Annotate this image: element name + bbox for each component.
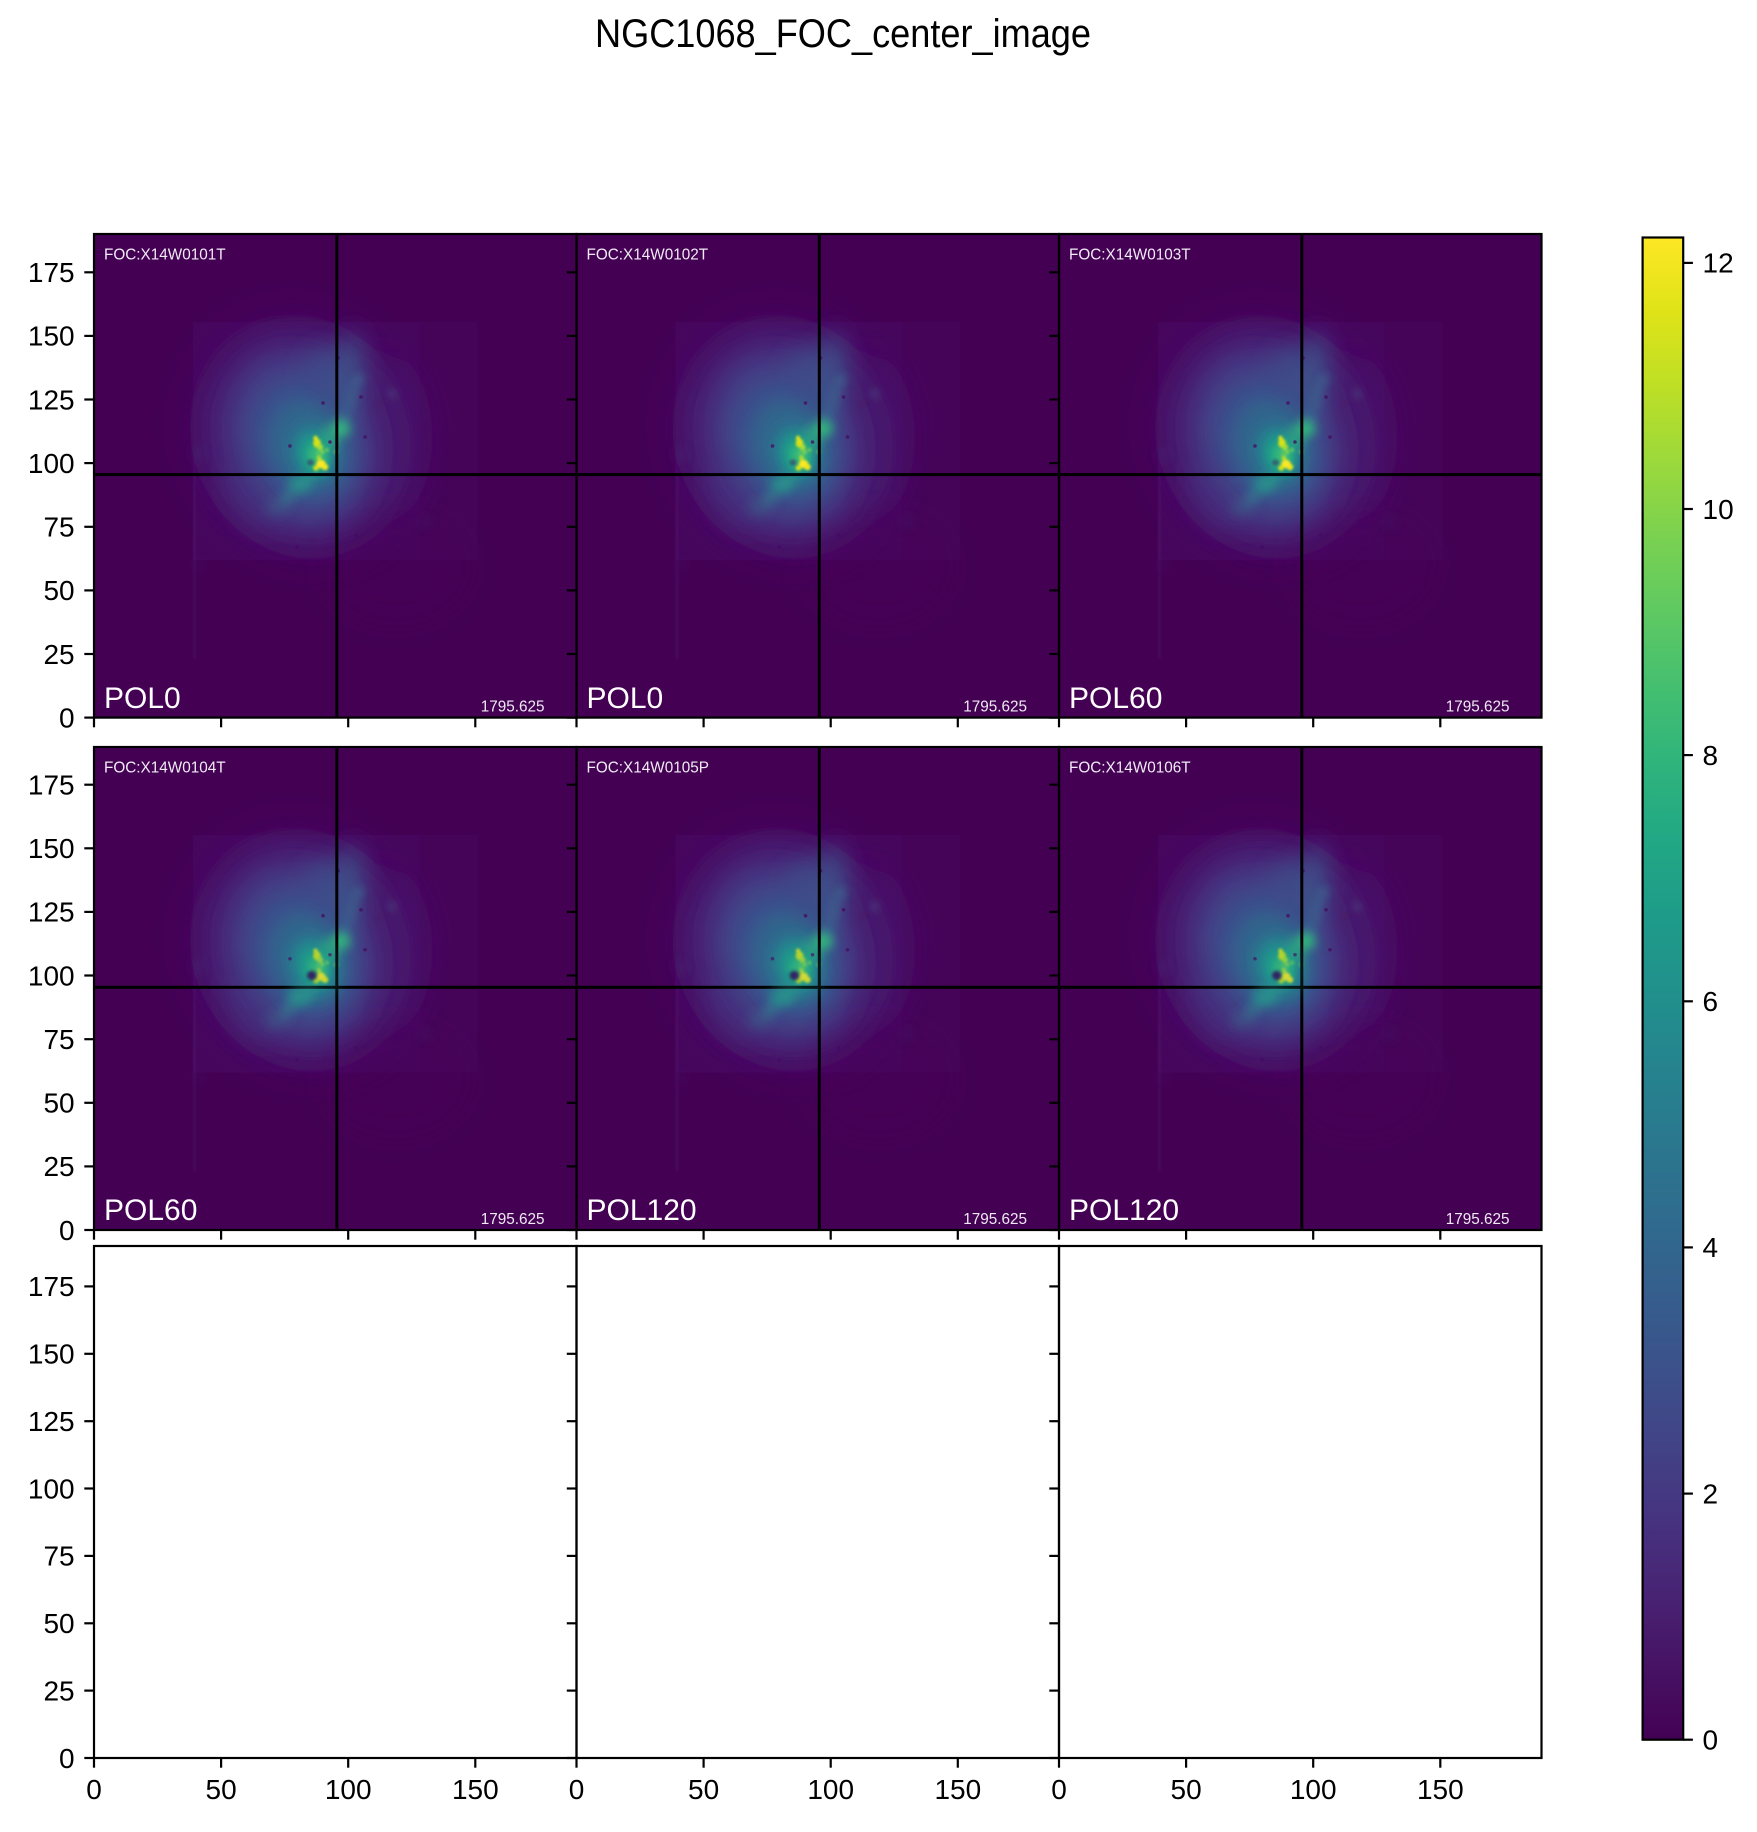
svg-text:0: 0 [86, 1774, 102, 1805]
svg-text:150: 150 [28, 321, 75, 352]
svg-text:0: 0 [1703, 1725, 1719, 1756]
svg-text:2: 2 [1703, 1478, 1719, 1509]
svg-text:0: 0 [59, 1743, 75, 1774]
svg-text:75: 75 [43, 1024, 74, 1055]
svg-text:175: 175 [28, 770, 75, 801]
svg-text:POL0: POL0 [104, 682, 181, 715]
svg-text:150: 150 [452, 1774, 499, 1805]
svg-text:FOC:X14W0102T: FOC:X14W0102T [587, 247, 709, 264]
svg-text:1795.625: 1795.625 [963, 1211, 1027, 1228]
svg-text:FOC:X14W0103T: FOC:X14W0103T [1069, 247, 1191, 264]
svg-text:8: 8 [1703, 740, 1719, 771]
svg-text:1795.625: 1795.625 [1446, 698, 1510, 715]
svg-text:25: 25 [43, 1675, 74, 1706]
svg-text:NGC1068_FOC_center_image: NGC1068_FOC_center_image [595, 12, 1091, 56]
svg-text:100: 100 [807, 1774, 854, 1805]
svg-text:150: 150 [1417, 1774, 1464, 1805]
svg-text:6: 6 [1703, 986, 1719, 1017]
svg-text:POL0: POL0 [587, 682, 664, 715]
svg-text:1795.625: 1795.625 [481, 1211, 545, 1228]
svg-text:100: 100 [1290, 1774, 1337, 1805]
svg-text:125: 125 [28, 897, 75, 928]
svg-text:4: 4 [1703, 1232, 1719, 1263]
svg-text:POL120: POL120 [1069, 1194, 1179, 1227]
svg-text:10: 10 [1703, 494, 1734, 525]
svg-text:FOC:X14W0104T: FOC:X14W0104T [104, 760, 226, 777]
svg-text:1795.625: 1795.625 [963, 698, 1027, 715]
svg-text:FOC:X14W0105P: FOC:X14W0105P [587, 760, 709, 777]
svg-text:50: 50 [1171, 1774, 1202, 1805]
svg-text:12: 12 [1703, 248, 1734, 279]
svg-text:POL60: POL60 [1069, 682, 1162, 715]
svg-text:0: 0 [59, 702, 75, 733]
svg-text:150: 150 [28, 1339, 75, 1370]
svg-text:POL120: POL120 [587, 1194, 697, 1227]
svg-text:25: 25 [43, 639, 74, 670]
svg-text:75: 75 [43, 1541, 74, 1572]
svg-text:50: 50 [43, 1608, 74, 1639]
svg-text:0: 0 [569, 1774, 585, 1805]
svg-text:50: 50 [688, 1774, 719, 1805]
svg-text:POL60: POL60 [104, 1194, 197, 1227]
svg-text:0: 0 [59, 1215, 75, 1246]
svg-text:1795.625: 1795.625 [481, 698, 545, 715]
svg-text:0: 0 [1051, 1774, 1067, 1805]
svg-text:125: 125 [28, 1406, 75, 1437]
svg-text:25: 25 [43, 1151, 74, 1182]
svg-text:50: 50 [206, 1774, 237, 1805]
svg-text:150: 150 [28, 833, 75, 864]
svg-text:150: 150 [934, 1774, 981, 1805]
svg-text:1795.625: 1795.625 [1446, 1211, 1510, 1228]
svg-text:125: 125 [28, 384, 75, 415]
svg-text:100: 100 [28, 960, 75, 991]
svg-text:100: 100 [325, 1774, 372, 1805]
svg-text:FOC:X14W0106T: FOC:X14W0106T [1069, 760, 1191, 777]
svg-text:75: 75 [43, 512, 74, 543]
svg-text:175: 175 [28, 257, 75, 288]
svg-text:50: 50 [43, 1088, 74, 1119]
svg-text:175: 175 [28, 1271, 75, 1302]
svg-text:100: 100 [28, 448, 75, 479]
svg-text:50: 50 [43, 575, 74, 606]
svg-text:100: 100 [28, 1473, 75, 1504]
svg-text:FOC:X14W0101T: FOC:X14W0101T [104, 247, 226, 264]
